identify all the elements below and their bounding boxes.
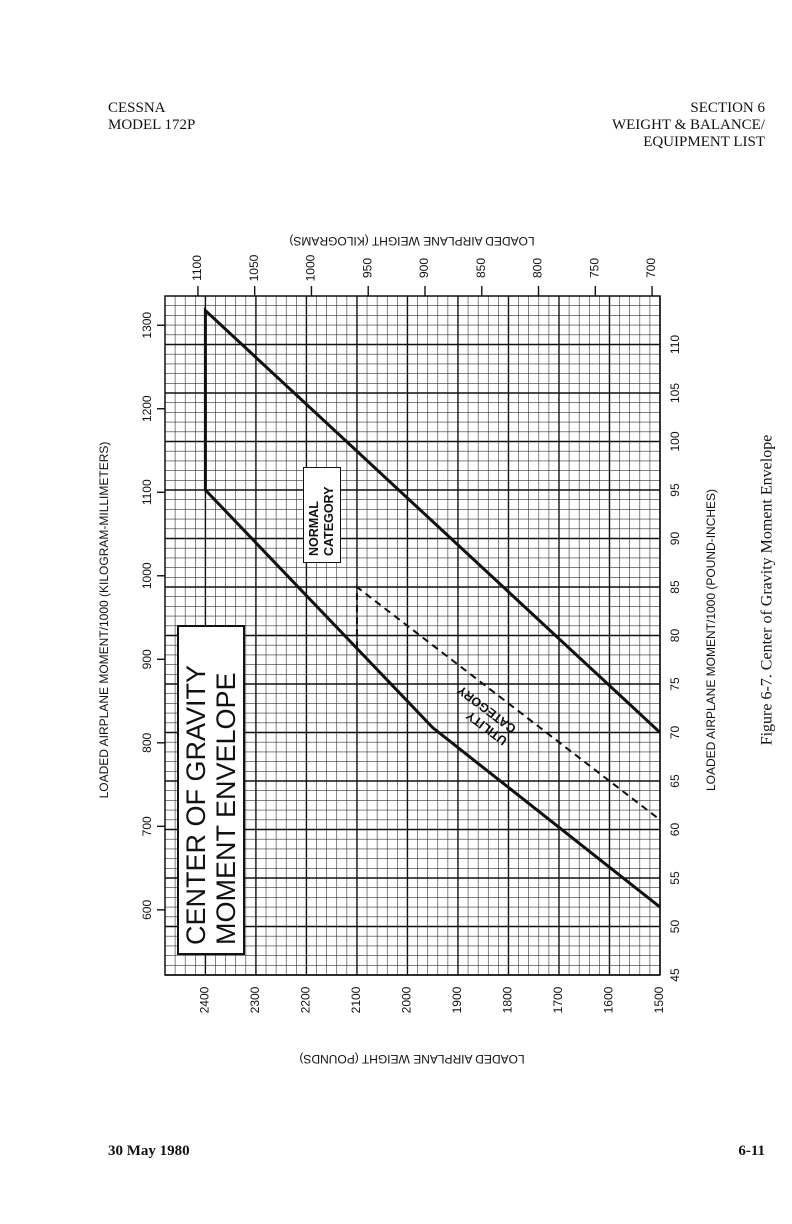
x-tick-label: 80 (668, 629, 682, 643)
y-tick-label: 2100 (349, 986, 363, 1013)
x-tick-label: 45 (668, 968, 682, 982)
x-tick-label: 75 (668, 677, 682, 691)
x-tick-label: 100 (668, 431, 682, 451)
header-left: CESSNA MODEL 172P (108, 100, 195, 134)
x-tick-label: 55 (668, 871, 682, 885)
series-label: NORMAL CATEGORY (303, 467, 341, 563)
x-tick-label: 105 (668, 383, 682, 403)
x2-tick-label: 1300 (140, 312, 154, 339)
y2-tick-label: 1100 (190, 255, 204, 281)
x2-tick-label: 900 (140, 649, 154, 669)
x2-axis-title: LOADED AIRPLANE MOMENT/1000 (KILOGRAM-MI… (97, 442, 111, 799)
series-line (355, 584, 661, 821)
x-tick-label: 95 (668, 483, 682, 497)
y2-tick-label: 800 (531, 258, 545, 278)
header-text: WEIGHT & BALANCE/ (611, 117, 765, 133)
footer-left: 30 May 1980 (108, 1143, 190, 1159)
x-tick-label: 85 (668, 580, 682, 594)
series-line (203, 307, 662, 909)
chart-title: CENTER OF GRAVITY MOMENT ENVELOPE (177, 625, 245, 955)
x2-tick-label: 600 (140, 900, 154, 920)
y-tick-label: 2000 (400, 986, 414, 1013)
y-tick-label: 1800 (501, 986, 515, 1013)
y2-tick-label: 1050 (247, 254, 261, 281)
figure-caption: Figure 6-7. Center of Gravity Moment Env… (759, 435, 776, 746)
y2-tick-label: 850 (474, 258, 488, 278)
y-tick-label: 1600 (602, 986, 616, 1013)
x-tick-label: 90 (668, 532, 682, 546)
x-axis-title: LOADED AIRPLANE MOMENT/1000 (POUND-INCHE… (704, 489, 718, 791)
header-text: SECTION 6 (690, 100, 765, 116)
x-tick-label: 65 (668, 774, 682, 788)
x-tick-label: 110 (668, 335, 682, 354)
x2-tick-label: 700 (140, 816, 154, 836)
y-tick-label: 2300 (248, 986, 262, 1013)
x-tick-label: 50 (668, 920, 682, 934)
y2-tick-label: 1000 (304, 254, 318, 281)
x2-tick-label: 1100 (140, 479, 154, 505)
header-right: SECTION 6 WEIGHT & BALANCE/ EQUIPMENT LI… (612, 100, 765, 151)
y2-tick-label: 700 (644, 258, 658, 278)
x2-tick-label: 800 (140, 732, 154, 752)
y-tick-label: 1900 (450, 986, 464, 1013)
y-tick-label: 2200 (299, 986, 313, 1013)
x2-tick-label: 1200 (140, 395, 154, 422)
y2-tick-label: 750 (587, 258, 601, 278)
header-text: MODEL 172P (108, 117, 196, 133)
y-tick-label: 2400 (198, 986, 212, 1013)
y2-axis-title: LOADED AIRPLANE WEIGHT (KILOGRAMS) (289, 234, 534, 248)
footer-right: 6-11 (738, 1143, 765, 1159)
header-text: EQUIPMENT LIST (643, 134, 765, 150)
x-tick-label: 70 (668, 726, 682, 740)
y-tick-label: 1700 (551, 986, 565, 1013)
y-axis-title: LOADED AIRPLANE WEIGHT (POUNDS) (299, 1052, 524, 1066)
header-text: CESSNA (108, 100, 166, 116)
y2-tick-label: 950 (360, 258, 374, 278)
x-tick-label: 60 (668, 823, 682, 837)
y-tick-label: 1500 (652, 986, 666, 1013)
y2-tick-label: 900 (417, 258, 431, 278)
x2-tick-label: 1000 (140, 562, 154, 589)
